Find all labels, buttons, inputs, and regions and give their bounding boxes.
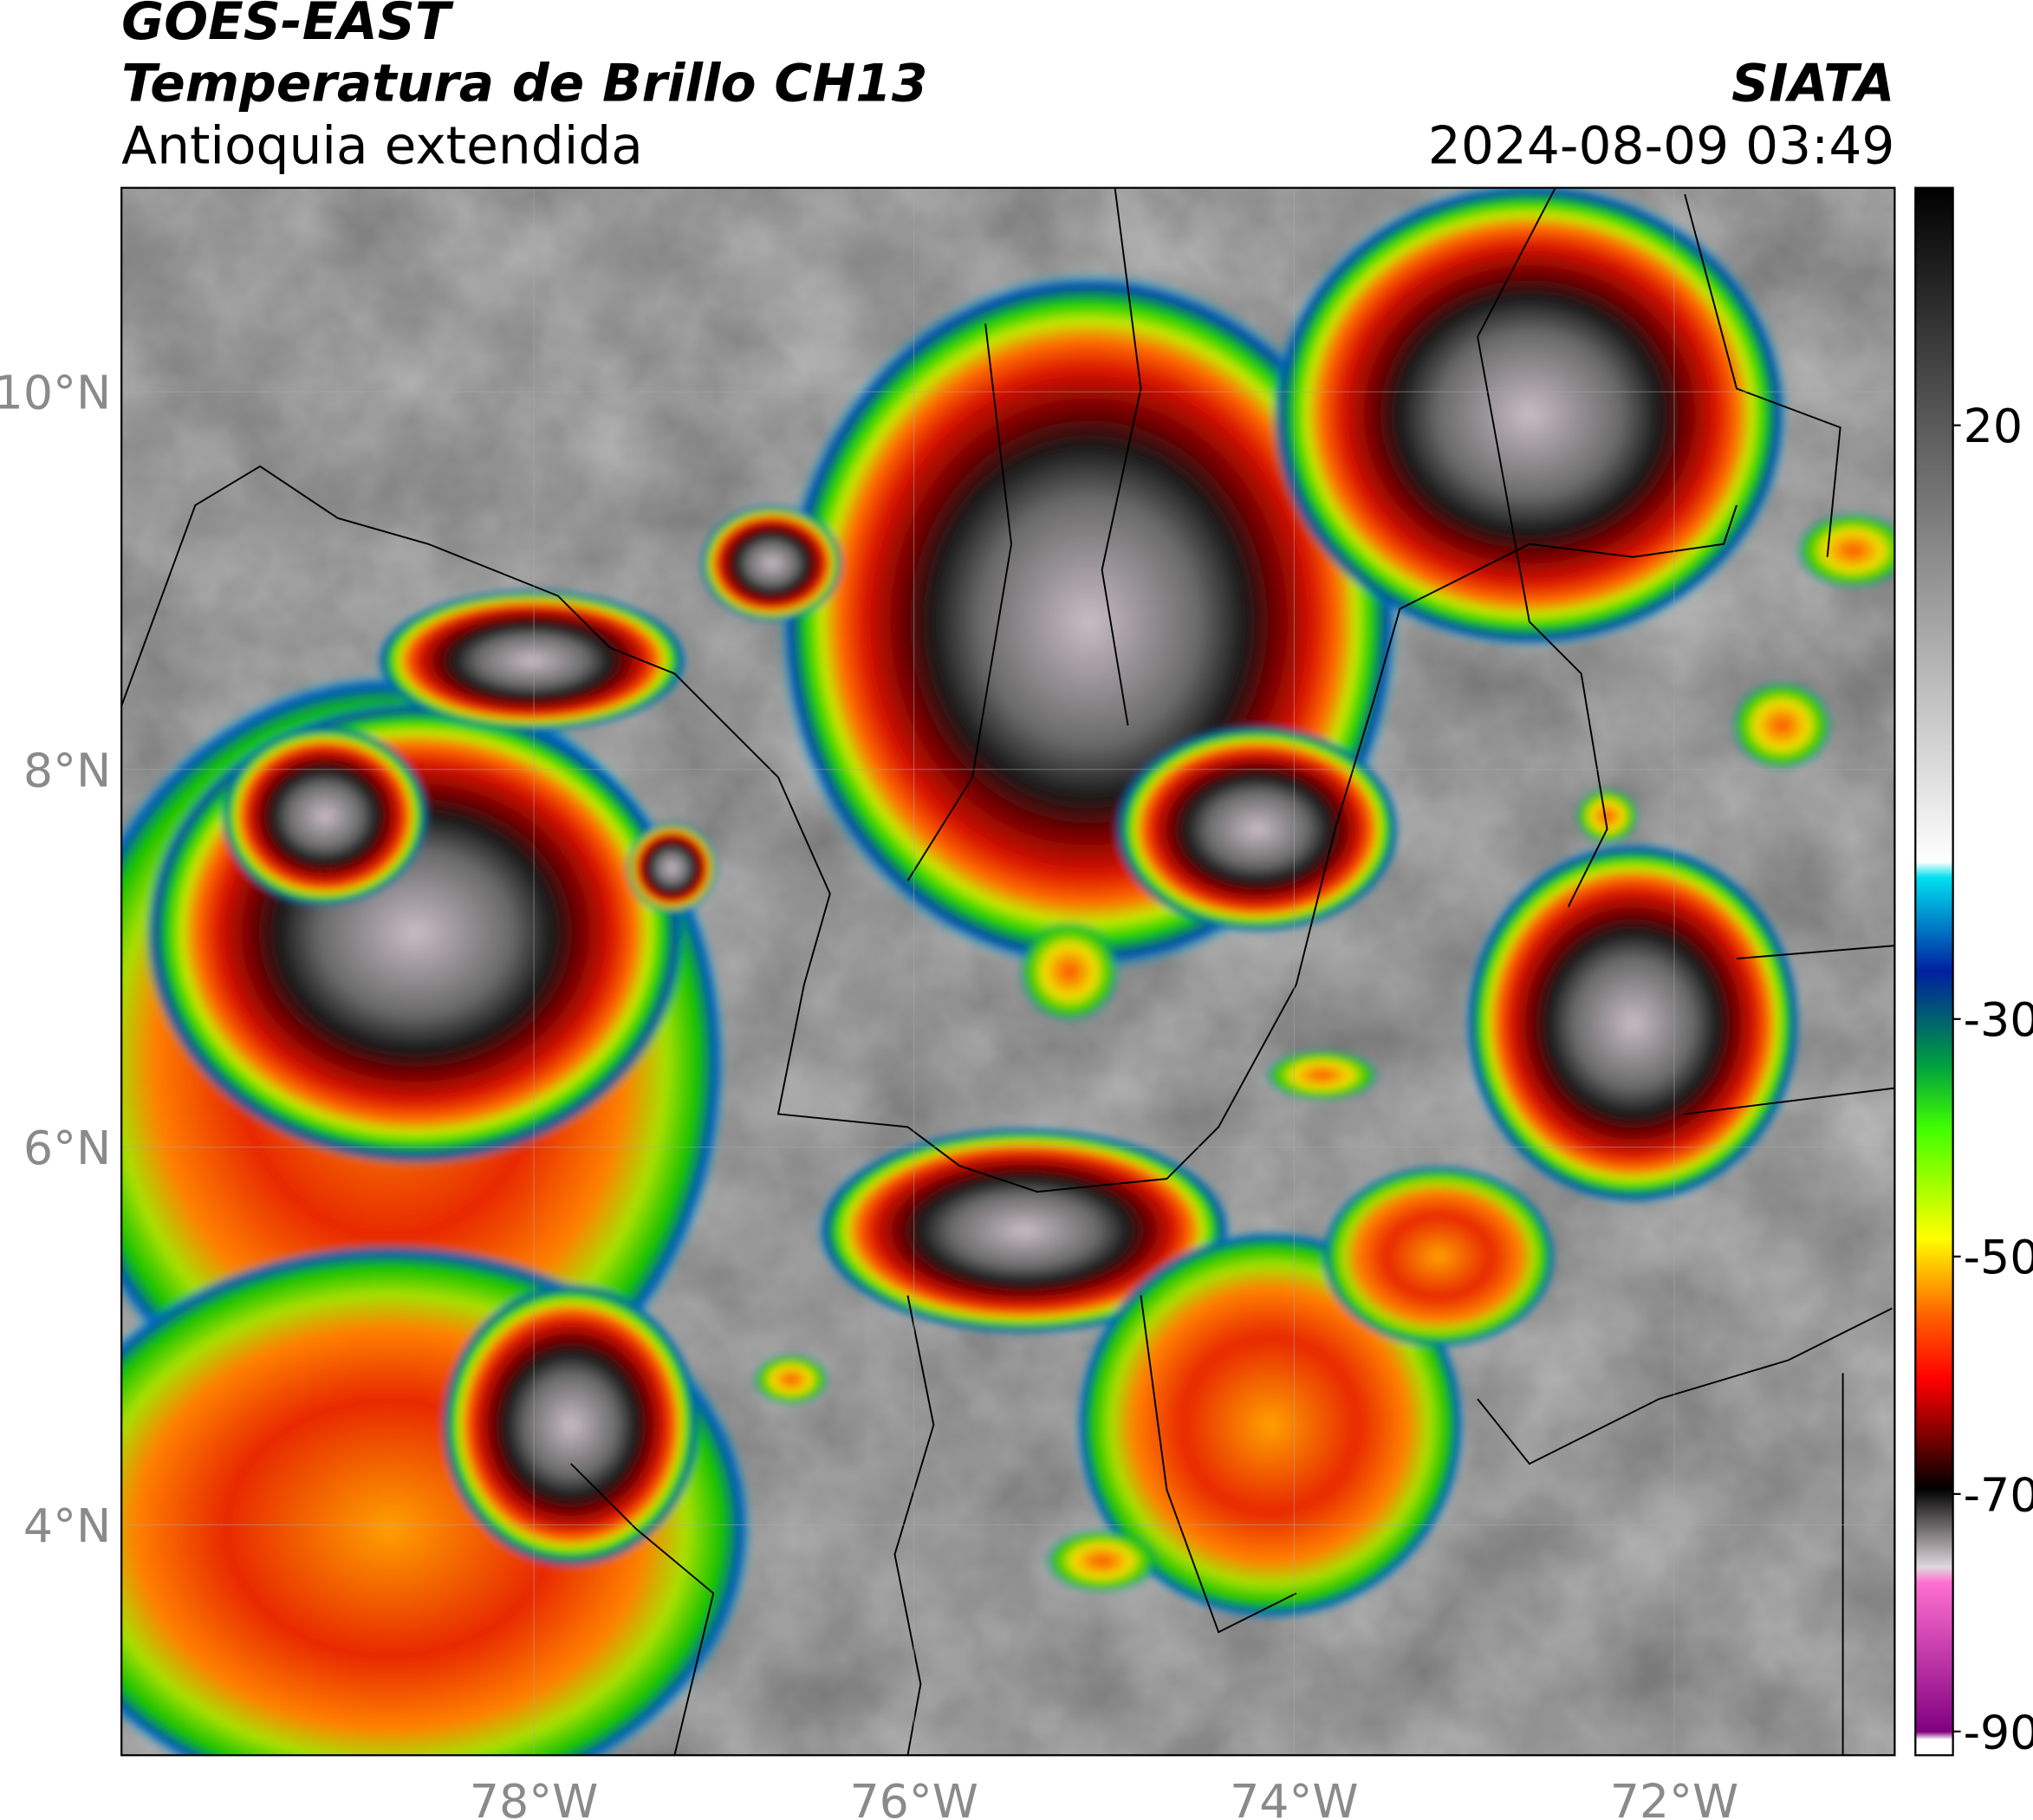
map-area: [121, 187, 1895, 1756]
colorbar-tick-label: -70: [1964, 1467, 2033, 1522]
colorbar-tick-label: -90: [1964, 1705, 2033, 1759]
colorbar: [1914, 186, 1954, 1757]
borders: [121, 187, 1895, 1756]
lon-tick-label: 72°W: [1610, 1774, 1739, 1820]
graticule: [121, 187, 1895, 1756]
datetime-label: 2024-08-09 03:49: [1428, 116, 1895, 176]
region-subtitle: Antioquia extendida: [121, 116, 643, 176]
lon-tick-label: 78°W: [470, 1774, 599, 1820]
source-label: SIATA: [1731, 55, 1894, 114]
lon-tick-label: 76°W: [849, 1774, 978, 1820]
lat-tick-label: 8°N: [23, 743, 111, 797]
colorbar-tick-label: 20: [1964, 399, 2023, 453]
colorbar-tick-label: -50: [1964, 1230, 2033, 1284]
storm-cells: [121, 187, 1895, 1756]
lon-tick-label: 74°W: [1230, 1774, 1359, 1820]
lat-tick-label: 4°N: [23, 1498, 111, 1553]
satellite-name: GOES-EAST: [121, 0, 454, 52]
map-frame: [120, 186, 1896, 1757]
product-title: Temperatura de Brillo CH13: [121, 55, 927, 114]
lat-tick-label: 10°N: [0, 365, 111, 419]
lat-tick-label: 6°N: [23, 1121, 111, 1175]
colorbar-tick-label: -30: [1964, 992, 2033, 1047]
